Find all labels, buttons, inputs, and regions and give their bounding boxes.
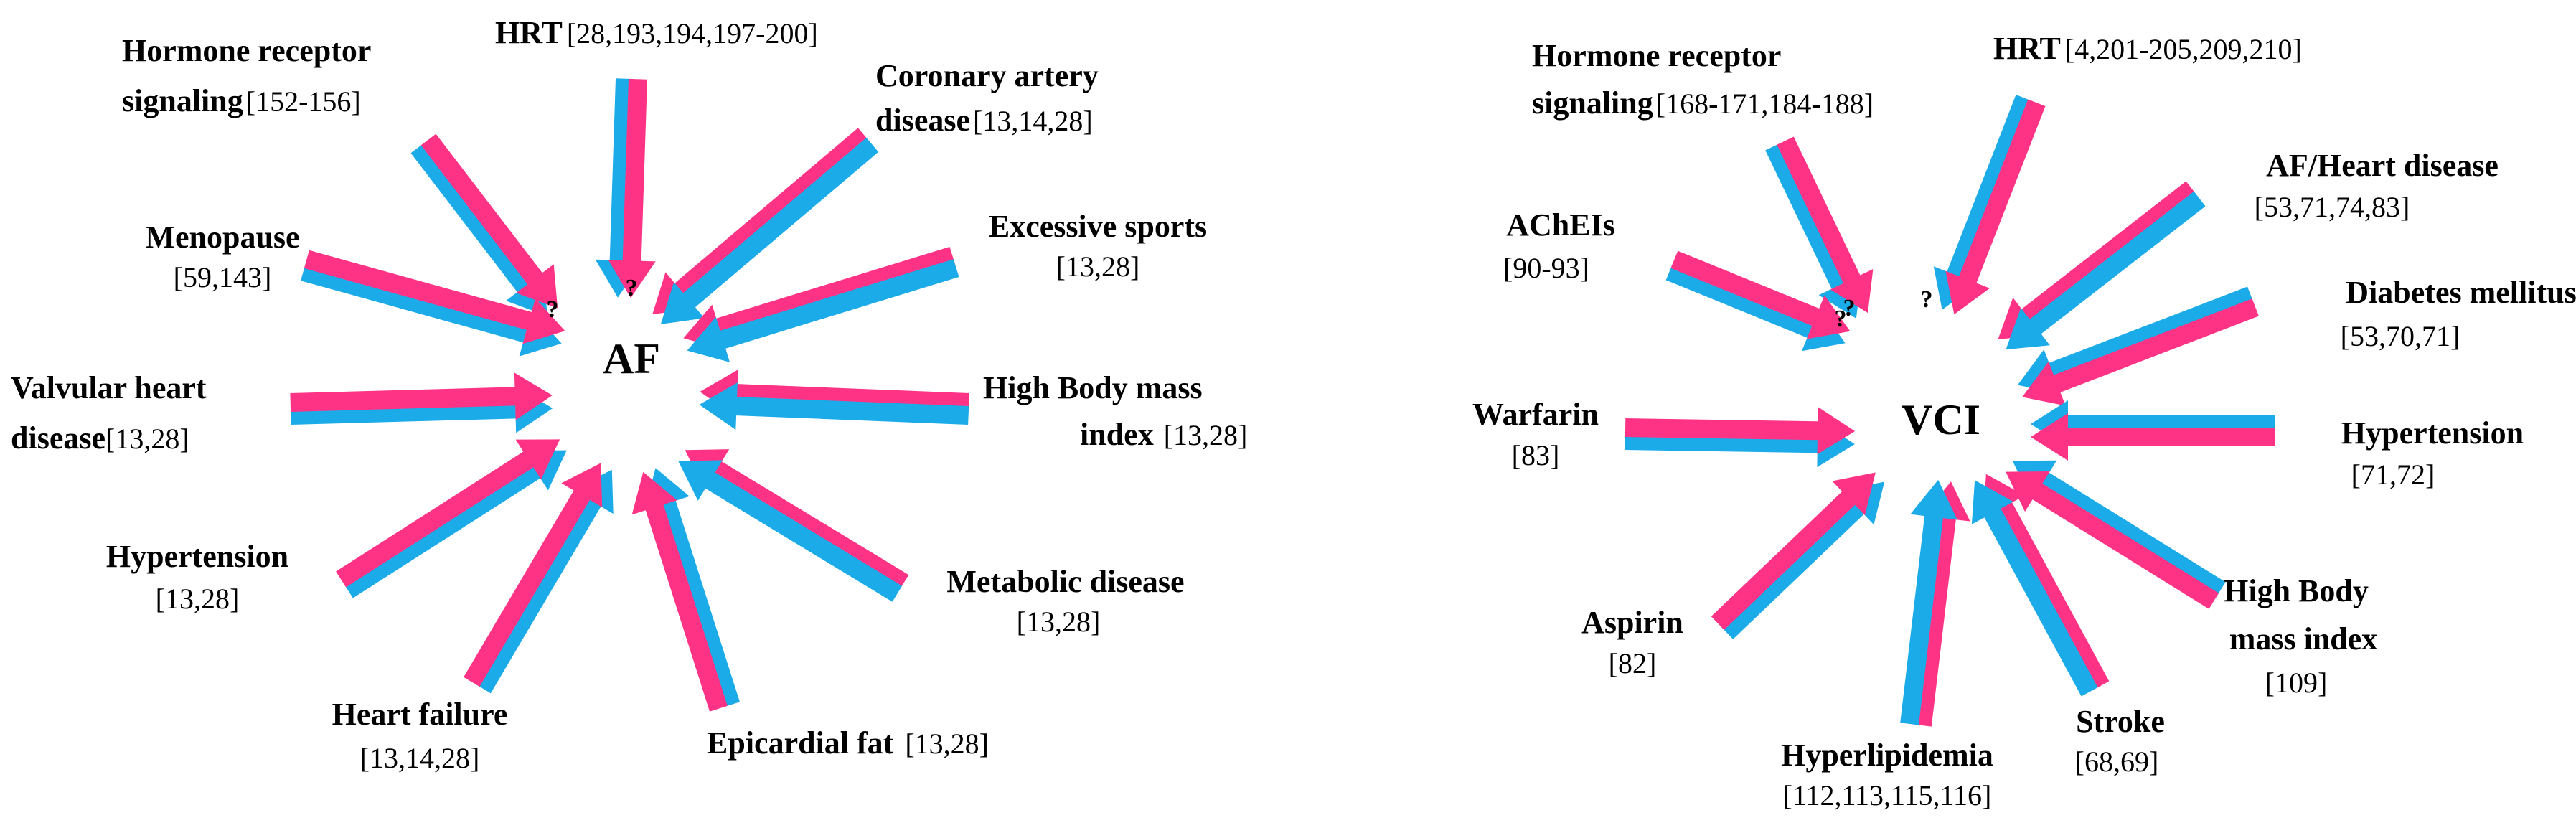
vci-refs-high-bmi: [109] (2265, 667, 2328, 699)
af-label-hypertension: Hypertension (106, 539, 288, 574)
vci-question-mark-hrt: ? (1921, 286, 1933, 313)
vci-arrow-stroke-back (1983, 474, 2110, 690)
vci-arrow-hyperlipidemia-back (1913, 481, 1970, 727)
vci-question-mark-acheis: ? (1835, 306, 1847, 332)
af-label-coronary-artery: Coronary artery (875, 58, 1099, 93)
af-label-hormone-receptor-line2: signaling [152-156] (122, 83, 361, 118)
af-center-label: AF (603, 335, 660, 382)
af-arrow-heartfailure-back (474, 469, 614, 694)
vci-label-aspirin: Aspirin (1581, 605, 1683, 640)
vci-arrow-hormone-front (1777, 136, 1874, 314)
af-refs-menopause: [59,143] (174, 261, 272, 293)
af-arrows (290, 78, 969, 712)
vci-arrow-hrt-back (1933, 95, 2034, 310)
vci-arrow-diabetes-front (2022, 298, 2259, 406)
vci-panel: VCI ? ? ? Hormone receptor signaling [168… (1472, 31, 2576, 811)
vci-label-hrt: HRT [4,201-205,209,210] (1993, 31, 2302, 66)
vci-label-hypertension: Hypertension (2341, 415, 2524, 451)
vci-refs-stroke: [68,69] (2075, 745, 2159, 778)
vci-arrows (1625, 95, 2275, 727)
af-label-metabolic-disease: Metabolic disease (946, 564, 1184, 599)
af-arrow-valvular-back (290, 385, 553, 433)
af-label-hormone-receptor: Hormone receptor (122, 33, 371, 68)
vci-arrow-warfarin-back (1625, 420, 1855, 468)
vci-arrow-hypertension-back (2031, 400, 2275, 448)
af-refs-heart-failure: [13,14,28] (360, 742, 480, 774)
vci-arrow-bmi-back (2012, 460, 2226, 598)
vci-label-af-heart-disease: AF/Heart disease (2266, 148, 2499, 183)
af-arrow-heartfailure-front (464, 463, 603, 687)
vci-arrow-bmi-front (2006, 471, 2219, 609)
af-arrow-coronary-back (652, 128, 870, 315)
vci-question-mark-hormone: ? (1843, 295, 1856, 321)
vci-refs-diabetes: [53,70,71] (2341, 320, 2460, 352)
vci-refs-hyperlipidemia: [112,113,115,116] (1783, 779, 1992, 811)
vci-arrow-afheart-back (1998, 181, 2198, 339)
af-arrow-valvular-front (290, 372, 553, 420)
af-arrow-sports-front (687, 259, 959, 362)
vci-label-stroke: Stroke (2076, 704, 2165, 739)
af-question-mark-hrt: ? (626, 275, 638, 301)
af-arrow-hormone-front (420, 133, 558, 309)
vci-arrow-acheis-back (1665, 263, 1846, 352)
af-arrow-hypertension-back (342, 450, 567, 598)
vci-label-high-bmi-line2: mass index (2229, 621, 2378, 656)
af-arrow-metabolic-back (685, 449, 909, 591)
af-arrow-bmi-front (699, 382, 969, 430)
vci-arrow-warfarin-front (1625, 407, 1856, 455)
af-label-coronary-artery-line2: disease [13,14,28] (875, 103, 1093, 138)
af-label-high-bmi-line2: index [13,28] (1080, 417, 1247, 452)
vci-refs-af-heart-disease: [53,71,74,83] (2255, 191, 2410, 223)
af-arrow-menopause-front (304, 250, 565, 344)
vci-arrow-hrt-front (1945, 99, 2046, 315)
af-arrow-metabolic-front (678, 460, 903, 602)
vci-arrow-afheart-front (2006, 191, 2206, 350)
vci-label-acheis: AChEIs (1506, 207, 1615, 243)
af-arrow-hypertension-front (336, 439, 560, 588)
af-arrow-epicardial-front (631, 471, 728, 712)
vci-arrow-hormone-back (1765, 142, 1862, 319)
af-arrow-coronary-front (660, 137, 879, 324)
vci-label-hyperlipidemia: Hyperlipidemia (1781, 738, 1993, 773)
af-label-heart-failure: Heart failure (332, 697, 508, 732)
vci-label-hormone-receptor: Hormone receptor (1532, 38, 1781, 73)
af-label-valvular-heart-line2: disease[13,28] (11, 420, 189, 456)
af-label-hrt: HRT [28,193,194,197-200] (495, 15, 818, 50)
af-refs-excessive-sports: [13,28] (1056, 250, 1140, 283)
vci-arrow-hypertension-front (2031, 413, 2275, 461)
af-refs-metabolic-disease: [13,28] (1017, 606, 1101, 638)
af-label-excessive-sports: Excessive sports (989, 209, 1207, 244)
af-label-valvular-heart: Valvular heart (11, 370, 207, 405)
vci-refs-hypertension: [71,72] (2351, 458, 2435, 491)
vci-label-diabetes: Diabetes mellitus (2346, 275, 2576, 310)
af-arrow-hrt-front (608, 78, 656, 298)
vci-refs-aspirin: [82] (1609, 647, 1657, 679)
vci-center-label: VCI (1902, 396, 1980, 443)
af-arrow-hormone-back (410, 141, 547, 316)
af-label-high-bmi: High Body mass (983, 370, 1203, 405)
vci-refs-warfarin: [83] (1512, 439, 1560, 471)
vci-arrow-aspirin-back (1720, 481, 1885, 639)
af-label-menopause: Menopause (145, 220, 299, 255)
af-question-mark-hormone: ? (547, 296, 559, 323)
af-arrow-menopause-back (301, 263, 562, 357)
vci-label-high-bmi: High Body (2224, 573, 2369, 608)
vci-arrow-stroke-front (1971, 480, 2098, 697)
af-panel: AF ? ? HRT [28,193,194,197-200] Hormone r… (11, 15, 1247, 774)
vci-arrow-aspirin-front (1711, 472, 1876, 630)
vci-arrow-acheis-front (1670, 250, 1851, 339)
vci-arrow-hyperlipidemia-front (1900, 479, 1957, 725)
vci-label-hormone-receptor-line2: signaling [168-171,184-188] (1532, 85, 1874, 121)
af-label-epicardial-fat: Epicardial fat [13,28] (707, 725, 989, 761)
vci-label-warfarin: Warfarin (1472, 397, 1599, 432)
af-refs-hypertension: [13,28] (156, 583, 240, 615)
vci-refs-acheis: [90-93] (1503, 252, 1589, 284)
